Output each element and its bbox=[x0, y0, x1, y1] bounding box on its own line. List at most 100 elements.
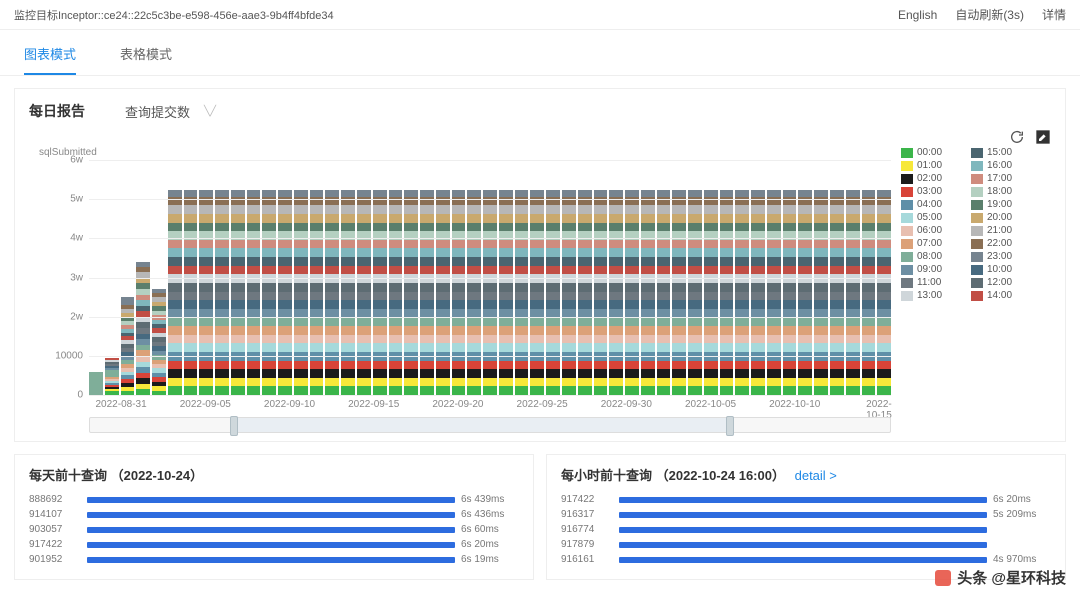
bar[interactable] bbox=[657, 189, 671, 395]
language-switch[interactable]: English bbox=[898, 8, 937, 22]
bar-segment bbox=[720, 214, 734, 223]
bar[interactable] bbox=[199, 189, 213, 395]
bar[interactable] bbox=[751, 189, 765, 395]
bar[interactable] bbox=[215, 189, 229, 395]
bar[interactable] bbox=[720, 189, 734, 395]
bar[interactable] bbox=[641, 189, 655, 395]
legend-item[interactable]: 16:00 bbox=[971, 160, 1033, 171]
bar[interactable] bbox=[152, 289, 166, 395]
bar[interactable] bbox=[735, 189, 749, 395]
legend-item[interactable]: 07:00 bbox=[901, 238, 963, 249]
legend-item[interactable]: 15:00 bbox=[971, 147, 1033, 158]
bar[interactable] bbox=[814, 189, 828, 395]
bar[interactable] bbox=[168, 189, 182, 395]
bar[interactable] bbox=[767, 189, 781, 395]
bar[interactable] bbox=[688, 189, 702, 395]
legend-item[interactable]: 06:00 bbox=[901, 225, 963, 236]
bar[interactable] bbox=[877, 189, 891, 395]
bar[interactable] bbox=[830, 189, 844, 395]
metric-selector[interactable]: 查询提交数 ╲╱ bbox=[125, 102, 216, 121]
bar[interactable] bbox=[436, 189, 450, 395]
bar[interactable] bbox=[483, 189, 497, 395]
bar[interactable] bbox=[499, 189, 513, 395]
bar[interactable] bbox=[452, 189, 466, 395]
bar[interactable] bbox=[404, 189, 418, 395]
bar[interactable] bbox=[310, 189, 324, 395]
bar[interactable] bbox=[357, 189, 371, 395]
bar[interactable] bbox=[325, 189, 339, 395]
bar[interactable] bbox=[262, 189, 276, 395]
bar[interactable] bbox=[515, 189, 529, 395]
refresh-icon[interactable] bbox=[1009, 129, 1025, 145]
edit-icon[interactable] bbox=[1035, 129, 1051, 145]
detail-link[interactable]: 详情 bbox=[1042, 6, 1066, 23]
legend-item[interactable]: 13:00 bbox=[901, 290, 963, 301]
bar[interactable] bbox=[247, 189, 261, 395]
legend-item[interactable]: 01:00 bbox=[901, 160, 963, 171]
legend-item[interactable]: 18:00 bbox=[971, 186, 1033, 197]
bar[interactable] bbox=[846, 189, 860, 395]
bar[interactable] bbox=[121, 297, 135, 395]
legend-item[interactable]: 23:00 bbox=[971, 251, 1033, 262]
tab-table-mode[interactable]: 表格模式 bbox=[120, 40, 172, 75]
bar[interactable] bbox=[373, 189, 387, 395]
bar[interactable] bbox=[184, 189, 198, 395]
query-row[interactable]: 9174226s 20ms bbox=[561, 494, 1051, 505]
bar[interactable] bbox=[798, 189, 812, 395]
legend-item[interactable]: 22:00 bbox=[971, 238, 1033, 249]
bar[interactable] bbox=[594, 189, 608, 395]
bar[interactable] bbox=[105, 356, 119, 395]
bar-segment bbox=[499, 343, 513, 352]
top-hourly-detail-link[interactable]: detail > bbox=[795, 468, 837, 483]
query-row[interactable]: 916774 bbox=[561, 524, 1051, 535]
bar[interactable] bbox=[625, 189, 639, 395]
legend-item[interactable]: 21:00 bbox=[971, 225, 1033, 236]
bar[interactable] bbox=[294, 189, 308, 395]
query-row[interactable]: 9030576s 60ms bbox=[29, 524, 519, 535]
bar-segment bbox=[594, 361, 608, 370]
legend-item[interactable]: 12:00 bbox=[971, 277, 1033, 288]
query-row[interactable]: 9141076s 436ms bbox=[29, 509, 519, 520]
legend-item[interactable]: 11:00 bbox=[901, 277, 963, 288]
bar[interactable] bbox=[231, 189, 245, 395]
bar[interactable] bbox=[704, 189, 718, 395]
legend-item[interactable]: 17:00 bbox=[971, 173, 1033, 184]
bar[interactable] bbox=[278, 189, 292, 395]
bar[interactable] bbox=[89, 372, 103, 396]
query-row[interactable]: 917879 bbox=[561, 539, 1051, 550]
bar[interactable] bbox=[467, 189, 481, 395]
stacked-bar-chart[interactable]: 6w5w4w3w2w100000 bbox=[89, 160, 891, 395]
legend-item[interactable]: 09:00 bbox=[901, 264, 963, 275]
legend-item[interactable]: 14:00 bbox=[971, 290, 1033, 301]
query-row[interactable]: 9019526s 19ms bbox=[29, 554, 519, 565]
bar[interactable] bbox=[562, 189, 576, 395]
legend-item[interactable]: 03:00 bbox=[901, 186, 963, 197]
query-row[interactable]: 9174226s 20ms bbox=[29, 539, 519, 550]
bar[interactable] bbox=[578, 189, 592, 395]
query-row[interactable]: 9161614s 970ms bbox=[561, 554, 1051, 565]
bar[interactable] bbox=[389, 189, 403, 395]
legend-item[interactable]: 20:00 bbox=[971, 212, 1033, 223]
legend-item[interactable]: 10:00 bbox=[971, 264, 1033, 275]
bar[interactable] bbox=[341, 189, 355, 395]
bar[interactable] bbox=[783, 189, 797, 395]
bar[interactable] bbox=[530, 189, 544, 395]
legend-item[interactable]: 00:00 bbox=[901, 147, 963, 158]
bar-segment bbox=[184, 266, 198, 275]
bar[interactable] bbox=[862, 189, 876, 395]
bar[interactable] bbox=[672, 189, 686, 395]
query-row[interactable]: 9163175s 209ms bbox=[561, 509, 1051, 520]
bar[interactable] bbox=[609, 189, 623, 395]
legend-item[interactable]: 19:00 bbox=[971, 199, 1033, 210]
range-brush[interactable] bbox=[89, 417, 891, 433]
bar[interactable] bbox=[420, 189, 434, 395]
legend-item[interactable]: 02:00 bbox=[901, 173, 963, 184]
auto-refresh-toggle[interactable]: 自动刷新(3s) bbox=[955, 6, 1024, 23]
bar[interactable] bbox=[546, 189, 560, 395]
bar[interactable] bbox=[136, 262, 150, 395]
legend-item[interactable]: 08:00 bbox=[901, 251, 963, 262]
legend-item[interactable]: 04:00 bbox=[901, 199, 963, 210]
legend-item[interactable]: 05:00 bbox=[901, 212, 963, 223]
tab-chart-mode[interactable]: 图表模式 bbox=[24, 40, 76, 75]
query-row[interactable]: 8886926s 439ms bbox=[29, 494, 519, 505]
